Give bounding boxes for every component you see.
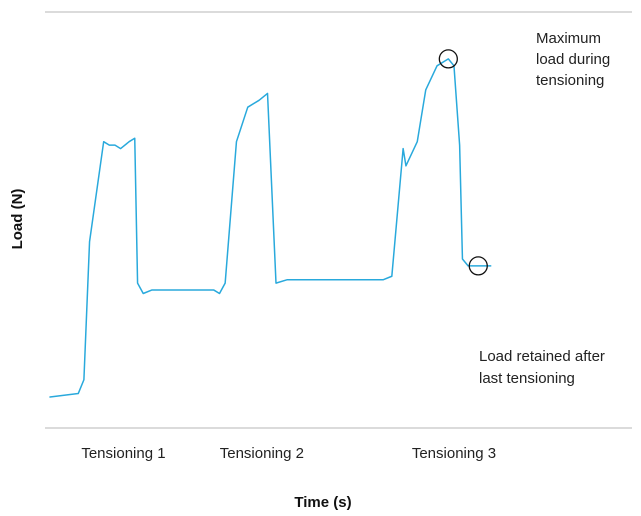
x-axis-title: Time (s) <box>294 494 351 511</box>
series-line-1 <box>50 59 491 397</box>
x-tick-labels: Tensioning 1 Tensioning 2 Tensioning 3 <box>81 445 496 462</box>
x-tick-label: Tensioning 3 <box>412 445 496 462</box>
x-tick-label: Tensioning 2 <box>220 445 304 462</box>
annotation-layer: Maximum load during tensioning Load retaine… <box>439 30 610 387</box>
series-layer <box>50 59 491 397</box>
retained-load-annotation: Load retained after last tensioning <box>479 348 605 387</box>
y-axis-title: Load (N) <box>9 189 26 250</box>
x-tick-label: Tensioning 1 <box>81 445 165 462</box>
peak-annotation: Maximum load during tensioning <box>536 30 610 89</box>
